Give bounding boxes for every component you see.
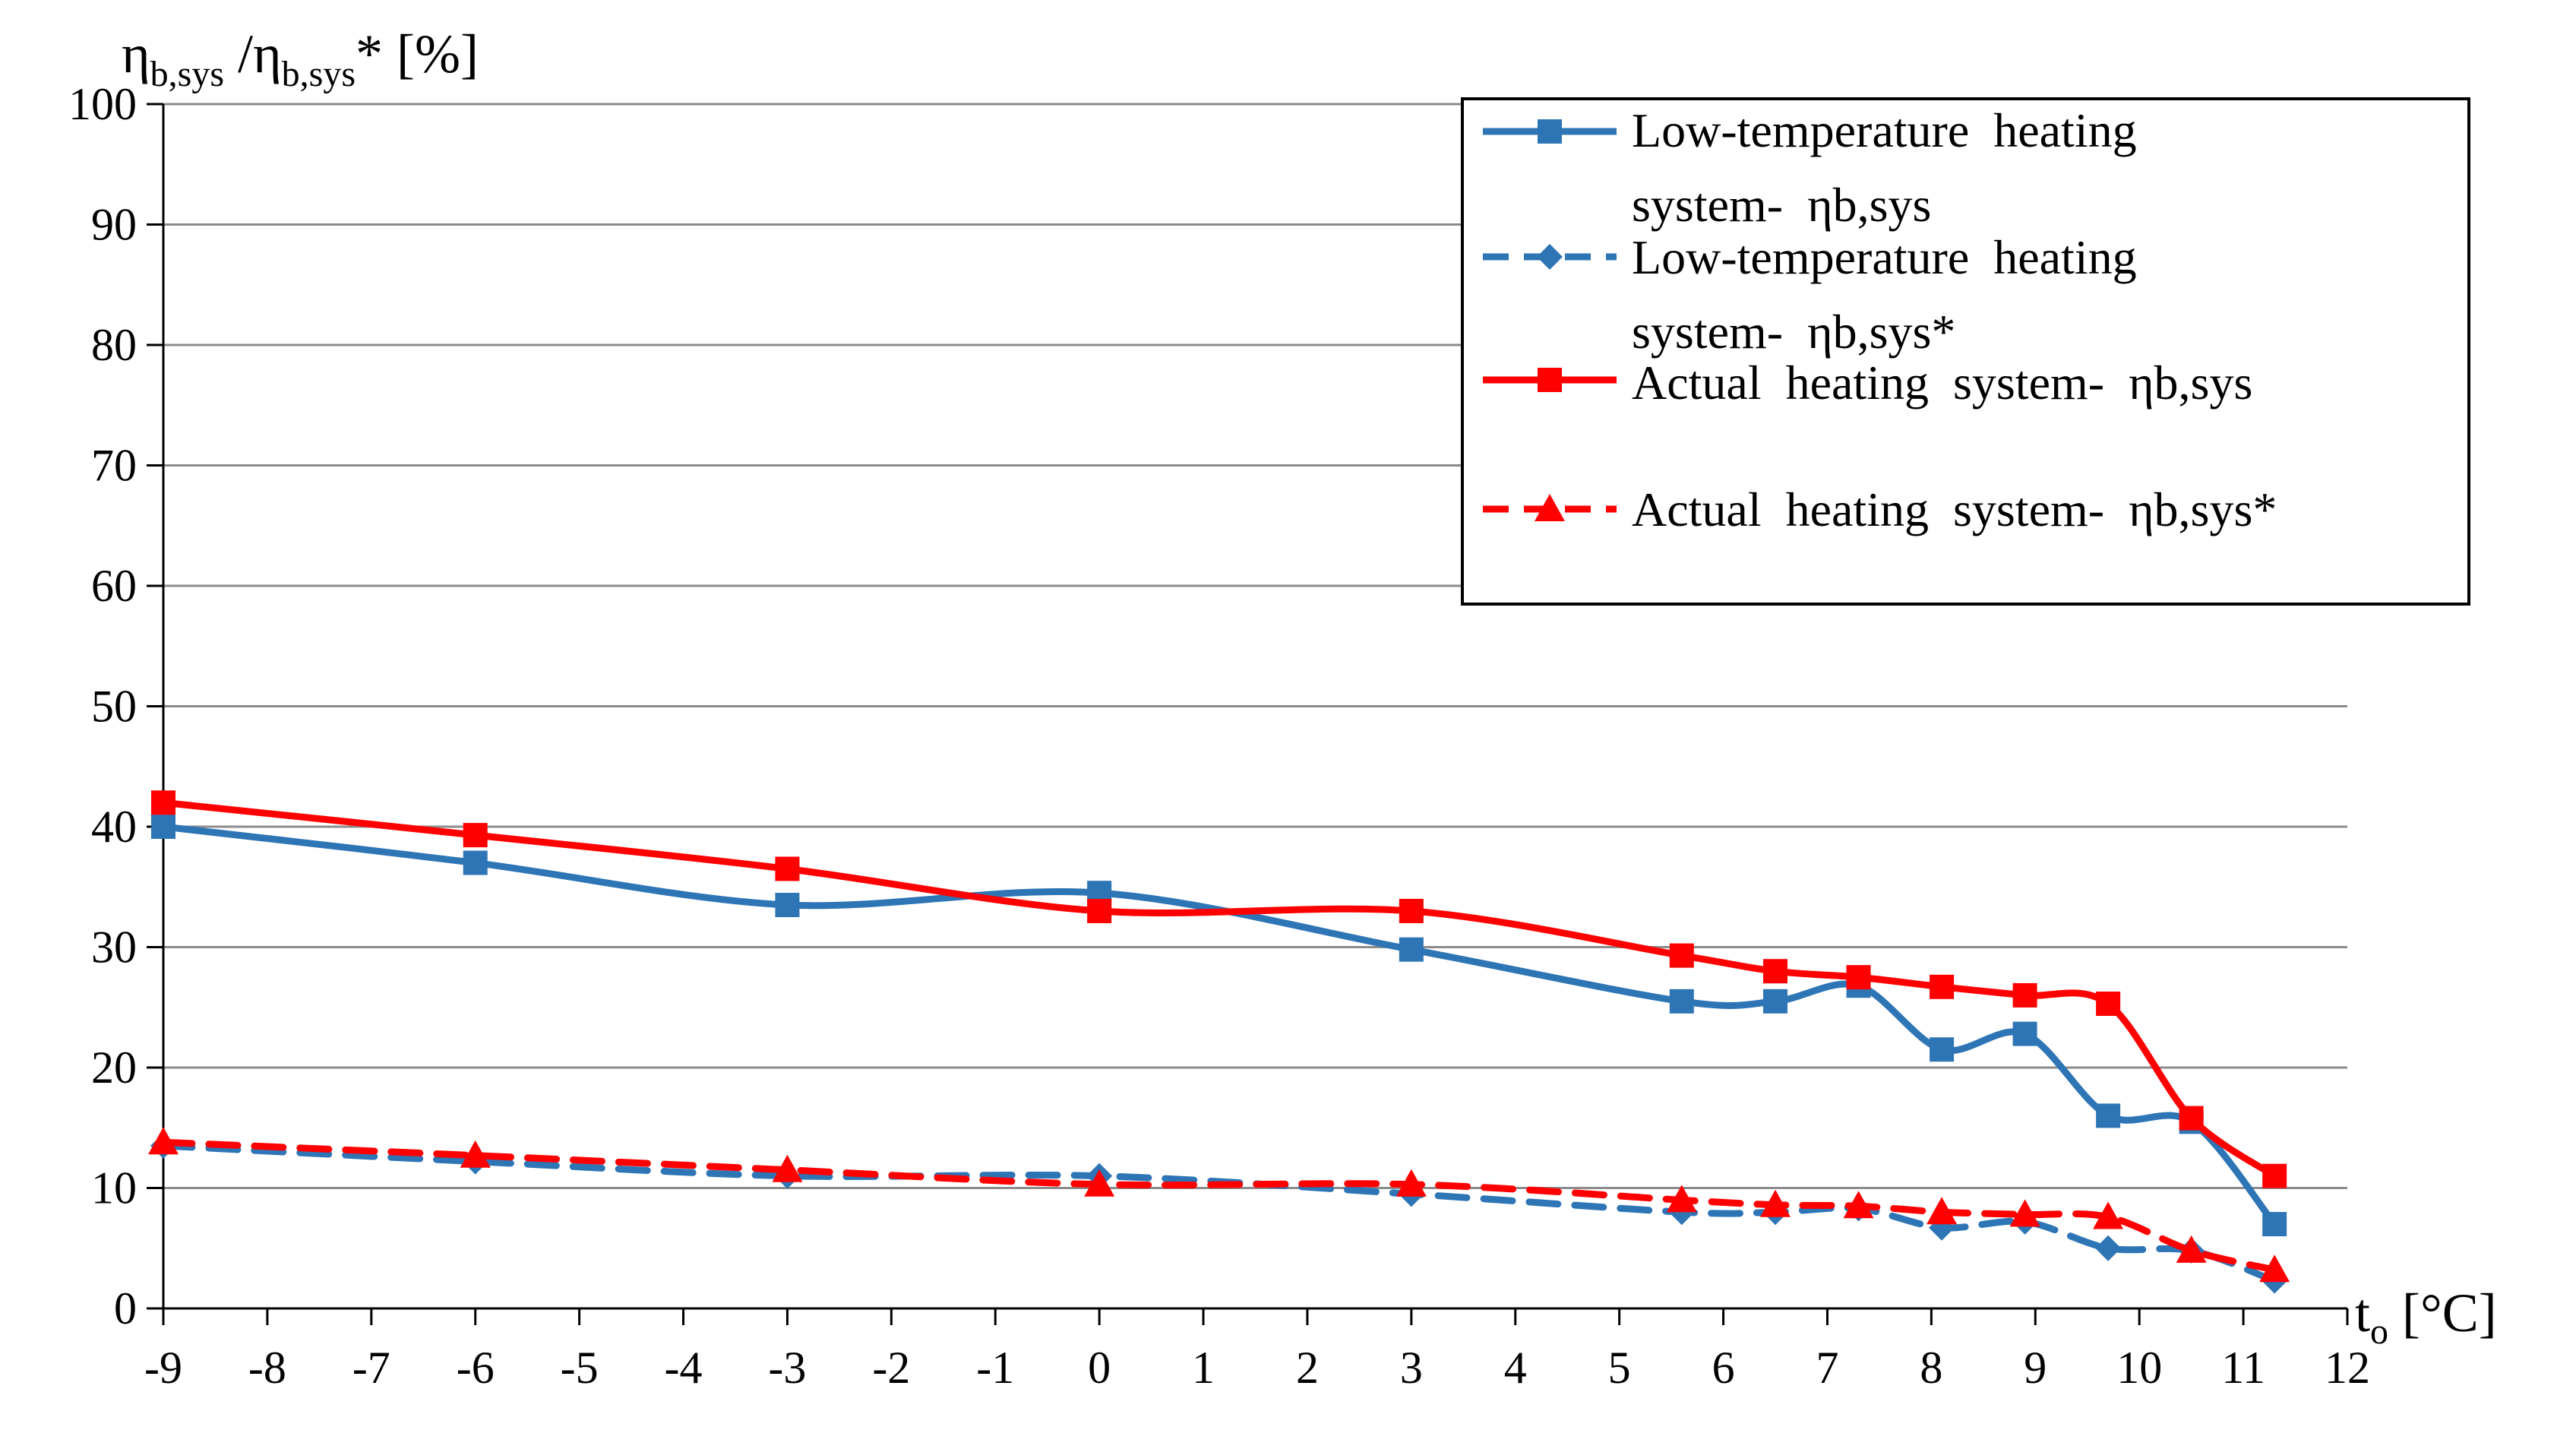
y-tick-label: 10 (91, 1163, 137, 1213)
data-point (1395, 1169, 1427, 1197)
legend-swatch-marker (1537, 244, 1563, 270)
data-point (2096, 1103, 2121, 1128)
data-point (1926, 1197, 1958, 1225)
data-point (151, 790, 175, 815)
x-tick-label: 1 (1192, 1343, 1215, 1393)
x-tick-label: -7 (352, 1343, 390, 1393)
axes (147, 103, 2349, 1325)
data-point (2259, 1254, 2290, 1283)
x-tick-label: -4 (665, 1343, 703, 1393)
data-point (1843, 1191, 1874, 1219)
legend-label: Actual heating system- ηb,sys (1632, 356, 2252, 410)
data-point (2262, 1163, 2287, 1188)
data-point (2012, 982, 2037, 1008)
x-tick-label: 4 (1504, 1343, 1527, 1393)
data-point (1669, 989, 1694, 1014)
data-point (1763, 959, 1788, 984)
y-tick-label: 60 (91, 561, 137, 611)
x-tick-label: -1 (976, 1343, 1014, 1393)
legend-swatch-marker (1535, 494, 1565, 521)
x-tick-label: -2 (872, 1343, 910, 1393)
data-point (1669, 943, 1694, 968)
x-tick-label: 9 (2024, 1343, 2047, 1393)
x-tick-label: -6 (457, 1343, 495, 1393)
data-point (463, 823, 488, 848)
data-point (148, 1127, 179, 1155)
x-tick-label: 12 (2325, 1343, 2370, 1393)
data-point (1399, 937, 1424, 962)
x-tick-label: -5 (561, 1343, 599, 1393)
legend-label: system- ηb,sys* (1632, 305, 1955, 359)
x-tick-labels: -9 -8 -7 -6 -5 -4 -3 -2 -1 0 1 2 3 4 5 6 7 8 9 10 11 12 (144, 1343, 2370, 1393)
series-line (160, 1142, 2278, 1285)
series-3 (151, 790, 2287, 1188)
y-tick-label: 100 (68, 79, 137, 129)
data-point (460, 1140, 491, 1168)
data-point (1084, 1169, 1115, 1197)
data-point (1666, 1185, 1697, 1213)
data-point (151, 815, 175, 839)
x-tick-label: 8 (1920, 1343, 1942, 1393)
series-layer (148, 790, 2290, 1294)
legend-label: Low-temperature heating (1632, 230, 2137, 284)
x-tick-label: 7 (1816, 1343, 1838, 1393)
x-tick-label: 3 (1400, 1343, 1423, 1393)
data-point (1087, 898, 1112, 923)
x-tick-label: 10 (2116, 1343, 2162, 1393)
y-tick-label: 50 (91, 682, 137, 732)
x-tick-label: 6 (1712, 1343, 1735, 1393)
y-tick-label: 40 (91, 802, 137, 852)
data-point (2095, 1235, 2122, 1261)
data-point (775, 856, 800, 881)
legend-label: Low-temperature heating (1632, 103, 2137, 157)
data-point (772, 1154, 803, 1182)
data-point (2093, 1201, 2124, 1229)
x-tick-label: -9 (144, 1343, 182, 1393)
data-point (2012, 1021, 2037, 1046)
y-tick-labels: 0 10 20 30 40 50 60 70 80 90 100 (68, 79, 137, 1334)
x-tick-label: 2 (1296, 1343, 1319, 1393)
data-point (1399, 898, 1424, 923)
data-point (2096, 991, 2121, 1016)
legend-swatch-marker (1538, 119, 1562, 144)
x-axis-title: to [°C] (2355, 1283, 2497, 1352)
data-point (463, 850, 488, 875)
data-point (775, 893, 800, 918)
legend-label: Actual heating system- ηb,sys* (1632, 482, 2277, 536)
data-point (1760, 1189, 1791, 1217)
legend-swatch-marker (1538, 368, 1562, 392)
data-point (2179, 1106, 2204, 1131)
y-tick-label: 80 (91, 320, 137, 370)
legend-box (1461, 97, 2470, 606)
y-tick-label: 70 (91, 441, 137, 491)
y-tick-label: 20 (91, 1042, 137, 1093)
x-tick-label: -8 (248, 1343, 286, 1393)
x-tick-label: -3 (768, 1343, 806, 1393)
legend-label: system- ηb,sys (1632, 178, 1931, 232)
series-line (160, 799, 2278, 1180)
data-point (1930, 974, 1955, 999)
y-tick-label: 0 (114, 1283, 137, 1334)
x-tick-label: 0 (1088, 1343, 1111, 1393)
x-tick-label: 5 (1608, 1343, 1631, 1393)
x-tick-label: 11 (2221, 1343, 2265, 1393)
y-axis-title: ηb,sys /ηb,sys* [%] (122, 24, 479, 94)
series-1 (151, 815, 2287, 1237)
data-point (2176, 1235, 2207, 1263)
series-line (160, 1138, 2278, 1273)
y-tick-label: 90 (91, 200, 137, 250)
data-point (2009, 1199, 2040, 1227)
y-tick-label: 30 (91, 922, 137, 973)
series-4 (148, 1127, 2290, 1283)
data-point (1763, 989, 1788, 1014)
series-line (160, 823, 2278, 1228)
data-point (1846, 965, 1871, 990)
data-point (1930, 1037, 1955, 1062)
data-point (2262, 1212, 2287, 1237)
